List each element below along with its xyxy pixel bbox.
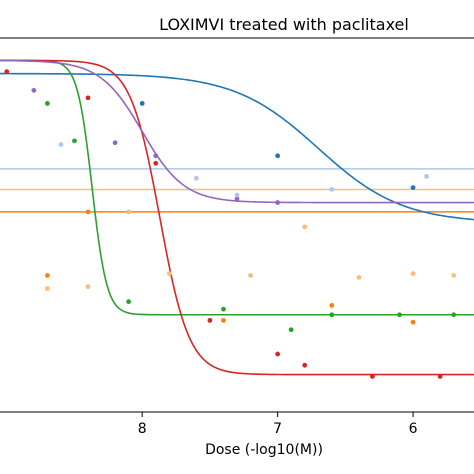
data-point-s2-7	[397, 312, 402, 318]
data-point-s7-1	[45, 286, 50, 291]
data-point-s1-2	[275, 153, 281, 159]
data-point-s2-1	[45, 101, 50, 106]
data-point-s5-3	[234, 192, 240, 198]
x-tick-label-1: 8	[138, 421, 147, 437]
data-point-s3-4	[207, 317, 213, 323]
x-tick-label-2: 7	[273, 421, 282, 437]
data-point-s7-6	[302, 224, 308, 230]
data-point-s3-1	[4, 69, 10, 75]
x-tick-label-3: 6	[409, 421, 418, 437]
data-points	[4, 69, 457, 379]
data-point-s5-1	[58, 142, 64, 147]
data-point-s2-4	[221, 306, 226, 312]
data-point-s4-5	[275, 200, 281, 205]
x-axis-ticks: 8 7 6	[138, 412, 418, 437]
data-point-s7-8	[410, 271, 416, 277]
data-point-s2-5	[288, 327, 294, 333]
data-point-s7-9	[451, 273, 457, 278]
data-point-s4-1	[31, 87, 37, 93]
data-point-s3-5	[275, 351, 281, 357]
reference-lines	[0, 168, 474, 213]
data-point-s5-5	[424, 173, 429, 179]
data-point-s2-2	[72, 138, 77, 144]
data-point-s6-4	[329, 303, 335, 308]
data-point-s6-2	[85, 209, 91, 215]
fit-curve-2	[0, 59, 474, 316]
fit-curves	[0, 59, 474, 376]
data-point-s1-1	[139, 101, 145, 106]
data-point-s6-1	[45, 273, 50, 278]
data-point-s2-6	[329, 312, 335, 318]
data-point-s1-3	[410, 185, 416, 191]
data-point-s5-4	[329, 187, 335, 192]
x-axis-label: Dose (-log10(M))	[205, 442, 323, 458]
data-point-s2-8	[451, 312, 457, 318]
data-point-s7-5	[248, 273, 253, 278]
data-point-s3-2	[85, 95, 91, 101]
data-point-s7-3	[126, 209, 132, 215]
fit-curve-3	[0, 59, 474, 376]
chart-title: LOXIMVI treated with paclitaxel	[159, 15, 409, 34]
fit-curve-4	[0, 59, 474, 204]
data-point-s2-3	[126, 299, 132, 305]
data-point-s7-4	[166, 271, 172, 277]
data-point-s4-2	[112, 140, 118, 146]
data-point-s7-2	[85, 284, 91, 290]
data-point-s7-7	[356, 274, 362, 280]
data-point-s4-3	[153, 153, 159, 159]
data-point-s3-8	[437, 374, 443, 379]
data-point-s6-5	[410, 319, 416, 325]
data-point-s3-6	[302, 362, 308, 368]
data-point-s5-2	[193, 175, 199, 181]
data-point-s4-4	[234, 196, 240, 202]
data-point-s6-3	[221, 317, 226, 323]
data-point-s3-7	[370, 374, 375, 379]
data-point-s3-3	[153, 160, 159, 166]
